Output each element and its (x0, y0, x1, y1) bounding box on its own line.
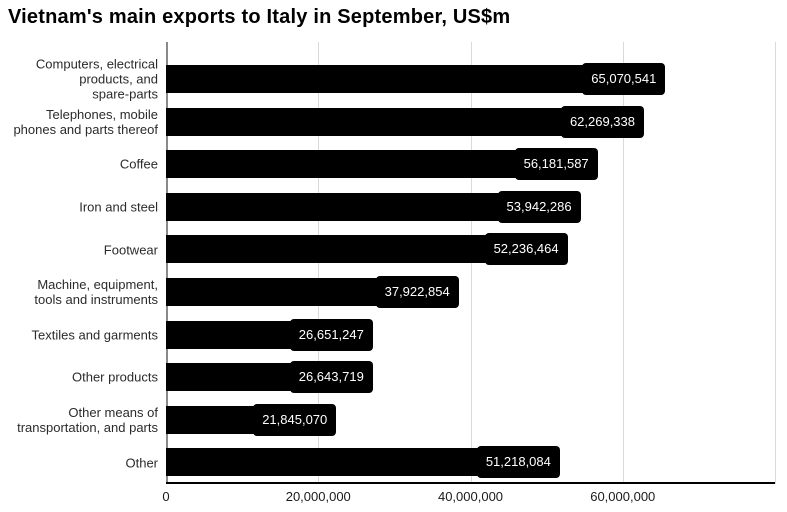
bar-row: Telephones, mobile phones and parts ther… (0, 101, 787, 144)
bar-row: Other products 26,643,719 (0, 356, 787, 399)
bar: 26,651,247 (166, 318, 373, 351)
category-label: Machine, equipment, tools and instrument… (34, 277, 158, 308)
category-label: Textiles and garments (31, 327, 158, 343)
bar-value-label: 26,651,247 (289, 318, 373, 351)
x-axis-tick-label: 60,000,000 (590, 489, 656, 504)
bar: 62,269,338 (166, 105, 645, 138)
x-axis-line (166, 482, 775, 484)
bar-value-label: 52,236,464 (484, 233, 568, 266)
bar-value-label: 53,942,286 (497, 190, 581, 223)
x-axis-tick-label: 40,000,000 (437, 489, 504, 504)
bar: 37,922,854 (166, 275, 459, 308)
x-axis-tick-label: 0 (162, 489, 170, 504)
bar-value-label: 62,269,338 (560, 105, 645, 138)
bar-value-label: 65,070,541 (582, 63, 666, 95)
bar-row: Iron and steel 53,942,286 (0, 186, 787, 229)
bar-value-label: 51,218,084 (476, 446, 560, 479)
bar: 21,845,070 (166, 403, 337, 436)
category-label: Computers, electrical products, and spar… (35, 56, 158, 102)
bar-value-label: 37,922,854 (375, 275, 459, 308)
bar: 26,643,719 (166, 361, 373, 394)
category-label: Other means of transportation, and parts (17, 405, 158, 436)
bar-row: Other means of transportation, and parts… (0, 399, 787, 442)
bar-value-label: 26,643,719 (289, 361, 373, 394)
category-label: Telephones, mobile phones and parts ther… (13, 106, 158, 137)
bar-row: Footwear 52,236,464 (0, 228, 787, 271)
bar-row: Machine, equipment, tools and instrument… (0, 271, 787, 314)
category-label: Coffee (119, 156, 158, 172)
bar-row: Coffee 56,181,587 (0, 143, 787, 186)
category-label: Other products (72, 369, 158, 385)
bar-row: Textiles and garments 26,651,247 (0, 314, 787, 357)
bar-row: Computers, electrical products, and spar… (0, 56, 787, 102)
category-label: Other (125, 455, 158, 471)
bar-value-label: 21,845,070 (253, 403, 337, 436)
chart-title: Vietnam's main exports to Italy in Septe… (8, 6, 511, 28)
bar-value-label: 56,181,587 (514, 148, 598, 181)
gridline (775, 42, 776, 484)
bar-row: Other 51,218,084 (0, 441, 787, 484)
x-axis-tick-labels: 0 20,000,000 40,000,000 60,000,000 (162, 489, 775, 507)
bar: 53,942,286 (166, 190, 581, 223)
bar: 56,181,587 (166, 148, 598, 181)
gridline (622, 42, 624, 484)
x-axis-tick-label: 20,000,000 (285, 489, 351, 504)
bar: 51,218,084 (166, 446, 560, 479)
category-label: Footwear (103, 242, 158, 258)
bar: 65,070,541 (166, 63, 666, 95)
bars-container: Computers, electrical products, and spar… (0, 56, 787, 484)
category-label: Iron and steel (79, 199, 158, 215)
bar: 52,236,464 (166, 233, 568, 266)
